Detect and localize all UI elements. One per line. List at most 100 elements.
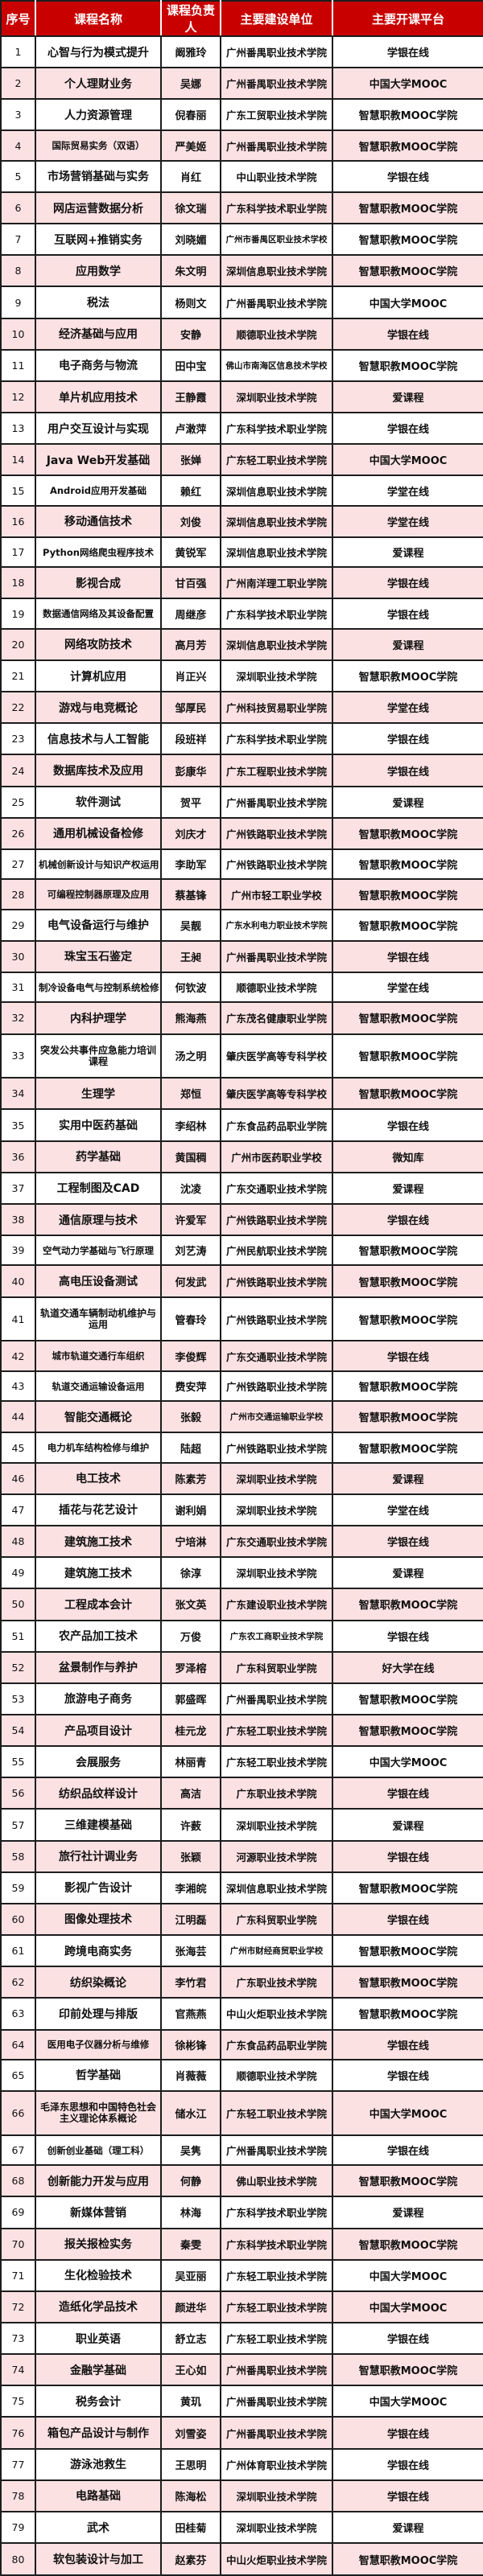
cell-no: 12 bbox=[0, 380, 36, 414]
cell-no: 67 bbox=[0, 2134, 36, 2167]
cell-org: 广州番禺职业技术学院 bbox=[220, 2353, 333, 2387]
cell-course: 轨道交通车辆制动机维护与运用 bbox=[35, 1296, 162, 1342]
cell-leader: 何静 bbox=[160, 2164, 221, 2198]
cell-course: 人力资源管理 bbox=[35, 98, 162, 132]
cell-org: 广州番禺职业技术学院 bbox=[220, 286, 333, 319]
cell-platform: 学堂在线 bbox=[332, 971, 483, 1004]
cell-org: 深圳信息职业技术学院 bbox=[220, 254, 333, 288]
cell-course: 会展服务 bbox=[35, 1745, 162, 1779]
cell-leader: 倪春丽 bbox=[160, 98, 221, 132]
cell-no: 35 bbox=[0, 1108, 36, 1142]
cell-no: 41 bbox=[0, 1296, 36, 1342]
cell-no: 39 bbox=[0, 1235, 36, 1267]
table-row: 38 通信原理与技术 许爱军 广州铁路职业技术学院 学银在线 bbox=[0, 1202, 483, 1237]
cell-platform: 中国大学MOOC bbox=[332, 2290, 483, 2324]
table-row: 11 电子商务与物流 田中宝 佛山市南海区信息技术学校 智慧职教MOOC学院 bbox=[0, 348, 483, 382]
cell-leader: 肖红 bbox=[160, 159, 221, 194]
cell-org: 广东交通职业技术学院 bbox=[220, 1340, 333, 1372]
cell-leader: 李俊辉 bbox=[160, 1340, 221, 1372]
cell-platform: 智慧职教MOOC学院 bbox=[332, 1235, 483, 1267]
table-row: 80 软包装设计与加工 赵素芬 中山火炬职业技术学院 智慧职教MOOC学院 bbox=[0, 2542, 483, 2576]
cell-leader: 甘百强 bbox=[160, 566, 221, 600]
cell-platform: 智慧职教MOOC学院 bbox=[332, 129, 483, 162]
table-row: 64 医用电子仪器分析与维修 徐彬锋 广东食品药品职业学院 学银在线 bbox=[0, 2028, 483, 2060]
cell-leader: 黄玑 bbox=[160, 2385, 221, 2418]
cell-leader: 刘俊 bbox=[160, 504, 221, 538]
cell-org: 广东食品药品职业学院 bbox=[220, 2028, 333, 2060]
table-row: 55 会展服务 林丽青 广东轻工职业技术学院 中国大学MOOC bbox=[0, 1745, 483, 1779]
cell-leader: 周继彦 bbox=[160, 598, 221, 630]
cell-no: 55 bbox=[0, 1745, 36, 1779]
cell-no: 44 bbox=[0, 1400, 36, 1434]
cell-course: 建筑施工技术 bbox=[35, 1556, 162, 1590]
cell-org: 广东轻工职业技术学院 bbox=[220, 2090, 333, 2136]
cell-leader: 陈素芳 bbox=[160, 1461, 221, 1495]
cell-course: 金融学基础 bbox=[35, 2353, 162, 2387]
cell-leader: 李助军 bbox=[160, 848, 221, 881]
cell-platform: 爱课程 bbox=[332, 1556, 483, 1590]
cell-leader: 刘庆才 bbox=[160, 816, 221, 850]
cell-leader: 江明磊 bbox=[160, 1902, 221, 1937]
cell-org: 深圳职业技术学院 bbox=[220, 2479, 333, 2512]
table-row: 24 数据库技术及应用 彭康华 广东工程职业技术学院 学银在线 bbox=[0, 754, 483, 787]
cell-leader: 贺平 bbox=[160, 785, 221, 819]
cell-leader: 朱文明 bbox=[160, 254, 221, 288]
cell-org: 广东科贸职业学院 bbox=[220, 1902, 333, 1937]
cell-no: 13 bbox=[0, 412, 36, 446]
cell-org: 广州番禺职业技术学院 bbox=[220, 35, 333, 69]
cell-leader: 蔡基锋 bbox=[160, 878, 221, 910]
cell-org: 广州市轻工职业学校 bbox=[220, 878, 333, 910]
table-row: 10 经济基础与应用 安静 顺德职业技术学院 学银在线 bbox=[0, 317, 483, 351]
cell-org: 广州番禺职业技术学院 bbox=[220, 1682, 333, 1715]
cell-course: 工程成本会计 bbox=[35, 1588, 162, 1621]
cell-platform: 微知库 bbox=[332, 1140, 483, 1173]
cell-course: 数据库技术及应用 bbox=[35, 754, 162, 787]
table-row: 53 旅游电子商务 郭盛晖 广州番禺职业技术学院 智慧职教MOOC学院 bbox=[0, 1682, 483, 1715]
cell-no: 16 bbox=[0, 504, 36, 538]
table-row: 27 机械创新设计与知识产权运用 李助军 广州铁路职业技术学院 智慧职教MOOC学院 bbox=[0, 848, 483, 881]
cell-course: 应用数学 bbox=[35, 254, 162, 288]
cell-org: 广东科学技术职业学院 bbox=[220, 2227, 333, 2261]
cell-leader: 王思明 bbox=[160, 2447, 221, 2481]
table-row: 31 制冷设备电气与控制系统检修 何钦波 顺德职业技术学院 学堂在线 bbox=[0, 971, 483, 1004]
cell-course: 实用中医药基础 bbox=[35, 1108, 162, 1142]
cell-leader: 田中宝 bbox=[160, 348, 221, 382]
cell-org: 广东科贸职业学院 bbox=[220, 1650, 333, 1684]
cell-platform: 智慧职教MOOC学院 bbox=[332, 878, 483, 910]
cell-org: 广东科学技术职业学院 bbox=[220, 191, 333, 225]
cell-leader: 颜进华 bbox=[160, 2290, 221, 2324]
table-row: 69 新媒体营销 林海 广东科学技术职业学院 爱课程 bbox=[0, 2196, 483, 2229]
cell-no: 17 bbox=[0, 536, 36, 569]
table-row: 76 箱包产品设计与制作 刘雪姿 广州番禺职业技术学院 学银在线 bbox=[0, 2416, 483, 2450]
cell-no: 25 bbox=[0, 785, 36, 819]
table-row: 74 金融学基础 王心如 广州番禺职业技术学院 智慧职教MOOC学院 bbox=[0, 2353, 483, 2387]
cell-course: 创新能力开发与应用 bbox=[35, 2164, 162, 2198]
cell-platform: 学银在线 bbox=[332, 598, 483, 630]
cell-leader: 邹厚民 bbox=[160, 691, 221, 725]
table-row: 43 轨道交通运输设备运用 费安萍 广州铁路职业技术学院 智慧职教MOOC学院 bbox=[0, 1370, 483, 1403]
cell-org: 广州市交通运输职业学校 bbox=[220, 1400, 333, 1434]
cell-no: 80 bbox=[0, 2542, 36, 2576]
cell-org: 深圳职业技术学院 bbox=[220, 1493, 333, 1527]
cell-org: 肇庆医学高等专科学校 bbox=[220, 1077, 333, 1111]
cell-platform: 智慧职教MOOC学院 bbox=[332, 254, 483, 288]
column-header-org: 主要建设单位 bbox=[220, 1, 333, 37]
cell-platform: 中国大学MOOC bbox=[332, 2385, 483, 2418]
cell-leader: 李竹君 bbox=[160, 1966, 221, 1999]
cell-leader: 刘晓媚 bbox=[160, 223, 221, 257]
cell-course: 新媒体营销 bbox=[35, 2196, 162, 2229]
cell-leader: 吴隽 bbox=[160, 2134, 221, 2167]
cell-leader: 徐文瑞 bbox=[160, 191, 221, 225]
cell-no: 63 bbox=[0, 1997, 36, 2031]
cell-course: 市场营销基础与实务 bbox=[35, 159, 162, 194]
cell-leader: 李绍林 bbox=[160, 1108, 221, 1142]
cell-leader: 张文英 bbox=[160, 1588, 221, 1621]
table-row: 73 职业英语 舒立志 广东轻工职业技术学院 学银在线 bbox=[0, 2322, 483, 2356]
cell-org: 广州铁路职业技术学院 bbox=[220, 816, 333, 850]
table-row: 2 个人理财业务 吴娜 广州番禺职业技术学院 中国大学MOOC bbox=[0, 67, 483, 101]
cell-no: 4 bbox=[0, 129, 36, 162]
cell-org: 佛山职业技术学院 bbox=[220, 2164, 333, 2198]
cell-org: 深圳职业技术学院 bbox=[220, 1556, 333, 1590]
cell-platform: 学堂在线 bbox=[332, 504, 483, 538]
cell-org: 佛山市南海区信息技术学校 bbox=[220, 348, 333, 382]
